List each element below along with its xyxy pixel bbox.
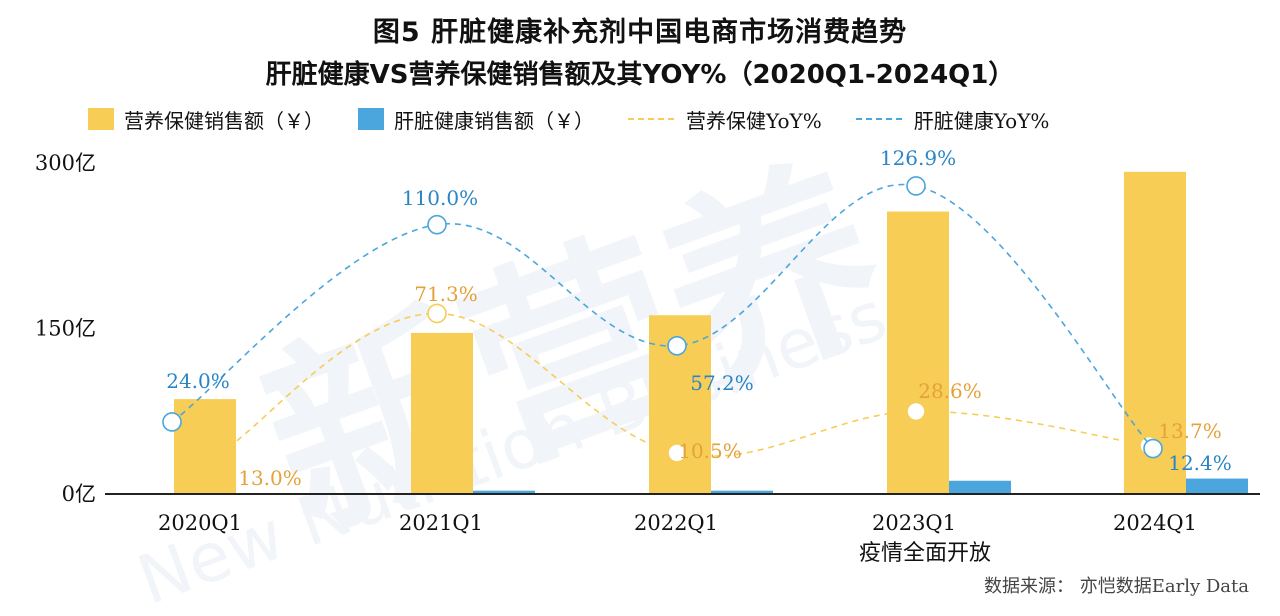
chart-subtitle: 肝脏健康VS营养保健销售额及其YOY%（2020Q1-2024Q1） bbox=[265, 60, 1015, 90]
line-nutrition-yoy bbox=[227, 312, 1150, 458]
legend-label-liver-sales: 肝脏健康销售额（￥） bbox=[394, 108, 594, 133]
tick-labels: 0亿 150亿 300亿 2020Q1 2021Q1 2022Q1 2023Q1 2024Q1 bbox=[35, 151, 1197, 535]
legend-swatch-nutrition-sales bbox=[88, 108, 114, 130]
label-nutrition-yoy: 13.7% bbox=[1158, 419, 1222, 443]
label-nutrition-yoy: 71.3% bbox=[414, 282, 478, 306]
y-tick-label: 300亿 bbox=[35, 151, 96, 175]
bar-liver-sales bbox=[949, 480, 1011, 494]
bar-nutrition-sales bbox=[411, 332, 473, 494]
label-liver-yoy: 110.0% bbox=[402, 186, 478, 210]
point-liver-yoy bbox=[667, 335, 687, 356]
y-tick-label: 0亿 bbox=[62, 482, 96, 506]
legend-label-nutrition-yoy: 营养保健YoY% bbox=[686, 108, 822, 133]
label-nutrition-yoy: 28.6% bbox=[918, 379, 982, 403]
y-tick-label: 150亿 bbox=[35, 317, 96, 341]
legend-item-nutrition-sales: 营养保健销售额（￥） bbox=[88, 105, 324, 134]
lines-layer bbox=[162, 176, 1163, 463]
bar-liver-sales bbox=[711, 490, 773, 494]
legend-line-nutrition-yoy bbox=[628, 118, 674, 120]
source-note: 数据来源： 亦恺数据Early Data bbox=[984, 576, 1249, 597]
legend-swatch-liver-sales bbox=[358, 108, 384, 130]
point-liver-yoy bbox=[1143, 438, 1163, 459]
legend-item-liver-sales: 肝脏健康销售额（￥） bbox=[358, 105, 594, 134]
label-liver-yoy: 126.9% bbox=[880, 146, 956, 170]
legend-item-liver-yoy: 肝脏健康YoY% bbox=[855, 105, 1050, 134]
x-tick-label: 2020Q1 bbox=[158, 511, 242, 535]
x-tick-label: 2021Q1 bbox=[399, 511, 483, 535]
label-nutrition-yoy: 13.0% bbox=[238, 466, 302, 490]
bar-liver-sales bbox=[1186, 478, 1248, 494]
point-nutrition-yoy bbox=[667, 443, 687, 463]
watermark: 新营养 New Nutrition Business ® bbox=[128, 129, 926, 616]
legend-item-nutrition-yoy: 营养保健YoY% bbox=[628, 105, 822, 134]
bar-nutrition-sales bbox=[174, 399, 236, 494]
annotation-reopening: 疫情全面开放 bbox=[859, 541, 991, 566]
data-labels: 13.0% 71.3% 10.5% 28.6% 13.7% 24.0% 110.0% 57.2… bbox=[166, 146, 1232, 490]
point-liver-yoy bbox=[906, 176, 926, 196]
legend-label-liver-yoy: 肝脏健康YoY% bbox=[913, 108, 1050, 133]
line-liver-yoy bbox=[171, 183, 1154, 450]
chart-title: 图5 肝脏健康补充剂中国电商市场消费趋势 bbox=[372, 17, 908, 48]
point-nutrition-yoy bbox=[427, 303, 447, 324]
point-nutrition-yoy bbox=[906, 401, 926, 422]
bar-liver-sales bbox=[473, 490, 535, 494]
x-tick-label: 2022Q1 bbox=[634, 511, 718, 535]
legend-line-liver-yoy bbox=[855, 118, 902, 120]
label-nutrition-yoy: 10.5% bbox=[678, 439, 742, 463]
point-liver-yoy bbox=[162, 412, 182, 432]
bar-nutrition-sales bbox=[887, 211, 949, 494]
legend: 营养保健销售额（￥） 肝脏健康销售额（￥） 营养保健YoY% 肝脏健康YoY% bbox=[88, 102, 1083, 136]
label-liver-yoy: 12.4% bbox=[1168, 451, 1232, 475]
point-liver-yoy bbox=[427, 214, 447, 235]
x-tick-label: 2023Q1 bbox=[872, 511, 956, 535]
label-liver-yoy: 24.0% bbox=[166, 369, 230, 393]
label-liver-yoy: 57.2% bbox=[690, 371, 754, 395]
x-tick-label: 2024Q1 bbox=[1113, 511, 1197, 535]
legend-label-nutrition-sales: 营养保健销售额（￥） bbox=[124, 108, 324, 133]
